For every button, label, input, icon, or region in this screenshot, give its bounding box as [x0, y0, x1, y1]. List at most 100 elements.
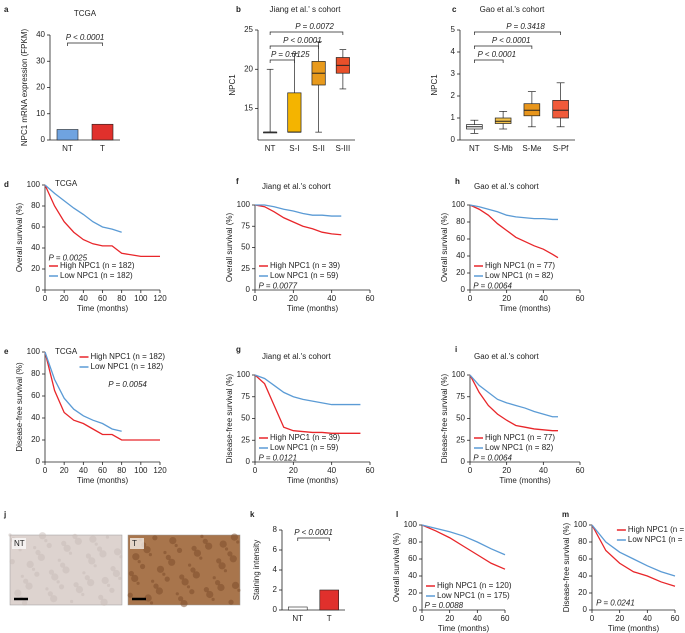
texture	[192, 571, 200, 579]
texture	[191, 545, 197, 551]
x-tick-label: 40	[327, 294, 336, 303]
y-tick-label: 80	[408, 537, 417, 546]
texture	[193, 549, 202, 557]
x-axis-label: Time (months)	[499, 304, 551, 313]
y-axis-label: Disease-free survival (%)	[440, 373, 449, 463]
panel-letter: a	[4, 5, 9, 14]
legend-label: Low NPC1 (n = 82)	[485, 271, 554, 280]
texture	[219, 540, 227, 548]
texture	[186, 585, 191, 589]
x-axis-label: Time (months)	[499, 476, 551, 485]
x-tick-label: 0	[253, 466, 258, 475]
texture	[200, 534, 204, 539]
annotation: P = 0.0088	[424, 601, 463, 610]
y-tick-label: 0	[451, 135, 456, 144]
chart-title: TCGA	[55, 347, 78, 356]
annotation: P < 0.0001	[294, 528, 333, 537]
texture	[61, 540, 67, 547]
bracket	[474, 45, 533, 49]
bar	[319, 589, 339, 611]
texture	[105, 535, 110, 539]
y-tick-label: 100	[452, 200, 466, 209]
y-axis-label: Overall survival (%)	[15, 202, 24, 272]
texture	[99, 550, 107, 558]
x-axis-label: Time (months)	[77, 304, 129, 313]
texture	[230, 533, 238, 541]
y-tick-label: 50	[241, 243, 250, 252]
texture	[51, 573, 59, 581]
x-tick-label: 20	[60, 294, 69, 303]
y-tick-label: 50	[456, 414, 465, 423]
y-tick-label: 80	[31, 201, 40, 210]
texture	[68, 551, 73, 555]
y-tick-label: 4	[451, 47, 456, 56]
y-tick-label: 60	[31, 222, 40, 231]
y-tick-label: 40	[31, 243, 40, 252]
x-tick-label: 60	[98, 466, 107, 475]
y-tick-label: 100	[404, 520, 418, 529]
x-tick-label: NT	[62, 144, 73, 153]
chart-title: TCGA	[55, 179, 78, 188]
y-axis-label: Disease-free survival (%)	[562, 522, 571, 612]
chart-title: Gao et al.'s cohort	[474, 182, 539, 191]
texture	[97, 546, 103, 552]
texture	[132, 553, 140, 561]
texture	[60, 562, 66, 568]
y-tick-label: 100	[27, 347, 41, 356]
y-tick-label: 0	[583, 605, 588, 614]
survival-curve	[44, 351, 122, 432]
y-axis-label: NPC1	[430, 74, 439, 96]
y-tick-label: 15	[244, 104, 253, 113]
x-tick-label: 120	[153, 466, 167, 475]
panel-letter: e	[4, 347, 9, 356]
panel-letter: k	[250, 510, 255, 519]
texture	[47, 591, 53, 597]
texture	[218, 562, 226, 570]
annotation: P < 0.0001	[477, 50, 516, 59]
y-tick-label: 3	[451, 69, 456, 78]
survival-curve	[469, 204, 558, 221]
x-tick-label: 60	[501, 614, 510, 623]
texture	[203, 587, 209, 593]
texture	[74, 537, 82, 545]
y-tick-label: 0	[461, 457, 466, 466]
chart-title: Jiang et al.' s cohort	[270, 5, 342, 14]
box	[552, 100, 569, 119]
y-axis-label: Overall survival (%)	[440, 212, 449, 282]
survival-curve	[469, 374, 558, 432]
annotation: P = 0.0125	[271, 50, 310, 59]
texture	[149, 601, 154, 605]
panel-letter: f	[236, 177, 239, 186]
x-axis-label: Time (months)	[608, 624, 660, 633]
x-tick-label: 40	[327, 466, 336, 475]
texture	[236, 540, 240, 544]
y-tick-label: 25	[241, 264, 250, 273]
texture	[73, 582, 79, 588]
x-tick-label: S-Pf	[553, 144, 569, 153]
chart-title: Jiang et al.'s cohort	[262, 352, 331, 361]
x-tick-label: T	[100, 144, 105, 153]
texture	[48, 569, 55, 575]
y-tick-label: 40	[31, 413, 40, 422]
x-tick-label: 40	[79, 294, 88, 303]
survival-curve	[591, 524, 676, 587]
texture	[229, 555, 237, 563]
x-tick-label: 60	[671, 614, 680, 623]
y-tick-label: 0	[461, 285, 466, 294]
y-tick-label: 40	[408, 571, 417, 580]
y-tick-label: 30	[36, 56, 45, 65]
texture	[112, 569, 120, 578]
annotation: P < 0.0001	[283, 36, 322, 45]
texture	[136, 581, 140, 585]
legend-label: High NPC1 (n = 39)	[270, 433, 340, 442]
panel-letter: j	[3, 510, 6, 519]
texture	[162, 572, 166, 576]
legend-label: High NPC1 (n = 120)	[628, 525, 685, 534]
survival-curve	[44, 351, 160, 441]
texture	[45, 587, 49, 591]
texture	[72, 533, 78, 540]
y-tick-label: 50	[241, 414, 250, 423]
bracket	[474, 59, 504, 63]
texture	[35, 549, 41, 556]
